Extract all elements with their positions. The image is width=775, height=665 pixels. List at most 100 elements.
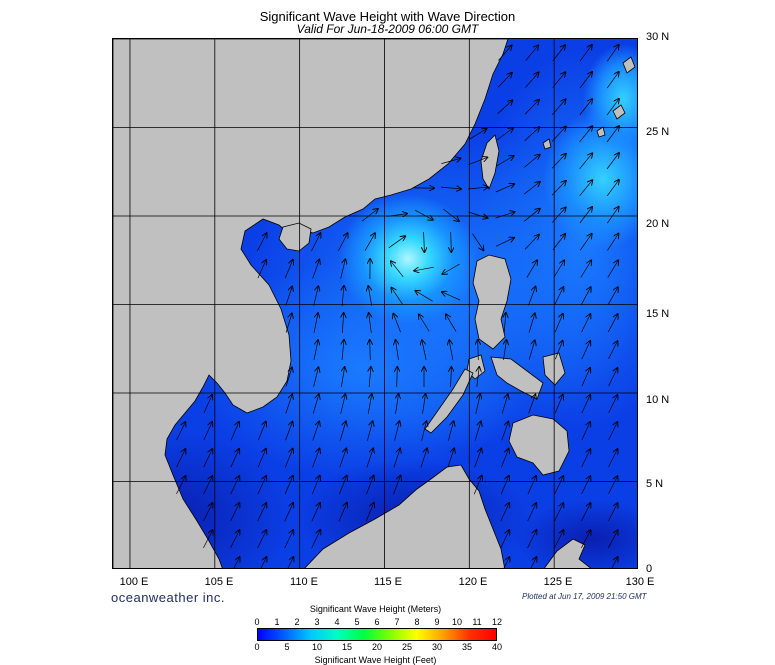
wave-direction-arrow: [448, 421, 453, 441]
wave-direction-arrow: [396, 340, 399, 360]
colorbar-meter-tick: 7: [394, 617, 400, 627]
wave-direction-arrow: [608, 368, 618, 387]
wave-direction-arrow: [579, 180, 593, 197]
wave-direction-arrow: [579, 72, 592, 89]
lon-label-115e: 115 E: [374, 576, 402, 588]
wave-direction-arrow: [415, 291, 433, 302]
wave-direction-arrow: [285, 313, 292, 333]
wave-direction-arrow: [504, 313, 506, 334]
wave-direction-arrow: [468, 211, 488, 218]
lat-lon-grid: [113, 39, 637, 568]
lat-label-10n: 10 N: [646, 394, 670, 406]
wave-direction-arrow: [257, 233, 266, 252]
wave-direction-arrow: [579, 126, 593, 143]
wave-direction-arrow: [285, 368, 292, 387]
wave-direction-arrow: [391, 261, 404, 278]
wave-direction-arrow: [579, 153, 593, 169]
wave-direction-arrow: [581, 530, 590, 549]
wave-direction-arrow: [441, 158, 460, 164]
landmass-visayas: [490, 356, 544, 400]
wave-direction-arrow: [361, 209, 378, 222]
wave-direction-arrow: [342, 286, 344, 307]
wave-direction-arrow: [497, 100, 513, 114]
landmass-ryukyu-4: [622, 56, 636, 74]
lon-label-105e: 105 E: [204, 576, 234, 588]
wave-direction-arrow: [495, 238, 514, 247]
wave-direction-arrow: [203, 395, 212, 414]
wave-direction-arrow: [393, 314, 401, 333]
wave-direction-arrow: [498, 46, 511, 61]
wave-direction-arrow: [551, 154, 566, 169]
map-subtitle: Valid For Jun-18-2009 06:00 GMT: [296, 22, 479, 36]
wave-direction-arrow: [581, 449, 591, 468]
wave-direction-arrow: [313, 340, 318, 360]
colorbar-meter-tick: 4: [334, 617, 340, 627]
lon-label-120e: 120 E: [458, 576, 488, 588]
wave-direction-arrow: [527, 476, 536, 495]
wave-direction-arrow: [203, 530, 212, 549]
wave-direction-arrow: [260, 557, 267, 568]
wave-direction-arrow: [608, 422, 618, 441]
wave-direction-arrow: [230, 449, 239, 468]
wave-direction-arrow: [530, 557, 537, 568]
wave-direction-arrow: [394, 421, 400, 441]
wave-direction-arrow: [474, 421, 481, 441]
colorbar-meter-tick: 8: [414, 617, 420, 627]
landmass-ryukyu-2: [596, 126, 606, 138]
wave-direction-arrow: [581, 341, 590, 360]
wave-direction-arrow: [449, 340, 454, 360]
wave-direction-arrow: [421, 421, 427, 441]
wave-height-map[interactable]: [112, 38, 638, 569]
wave-direction-arrow: [388, 236, 405, 249]
wave-direction-arrow: [554, 530, 564, 549]
wave-direction-arrow: [579, 45, 592, 62]
colorbar-meter-tick: 11: [472, 617, 482, 627]
wave-direction-arrow: [607, 207, 618, 224]
colorbar-meter-tick: 5: [354, 617, 360, 627]
colorbar-meter-tick: 6: [374, 617, 380, 627]
wave-direction-arrow: [554, 503, 564, 522]
wave-direction-arrow: [552, 208, 565, 223]
lon-label-125e: 125 E: [543, 576, 573, 588]
wave-direction-arrow: [369, 313, 372, 333]
wave-direction-arrow: [285, 287, 292, 306]
wave-direction-arrow: [285, 395, 292, 414]
wave-direction-arrow: [420, 449, 427, 468]
wave-direction-arrow: [579, 207, 592, 224]
wave-direction-arrow: [257, 476, 266, 495]
colorbar-feet-tick: 25: [401, 642, 412, 652]
wave-direction-arrow: [442, 208, 459, 221]
wave-direction-arrow: [495, 184, 514, 193]
colorbar-feet-tick: 30: [431, 642, 442, 652]
lon-label-130e: 130 E: [625, 576, 655, 588]
wave-direction-arrow: [367, 394, 372, 414]
wave-direction-arrow: [474, 449, 482, 468]
wave-direction-arrow: [554, 476, 564, 495]
wave-direction-arrow: [581, 476, 591, 495]
wave-direction-arrow: [423, 394, 426, 414]
wave-direction-arrow: [554, 395, 563, 414]
wave-direction-arrow: [552, 72, 566, 88]
wave-direction-arrow: [313, 313, 318, 333]
wave-direction-arrow: [284, 530, 294, 549]
colorbar-meter-tick: 0: [254, 617, 260, 627]
wave-direction-arrow: [311, 503, 320, 522]
wave-direction-arrow: [257, 422, 266, 441]
wave-direction-arrow: [368, 286, 371, 306]
wave-direction-arrow: [524, 235, 539, 250]
wave-direction-arrow: [468, 157, 488, 165]
colorbar-feet-tick: 35: [461, 642, 472, 652]
wave-direction-arrow: [311, 530, 321, 549]
wave-direction-arrow: [554, 287, 564, 306]
wave-direction-arrow: [369, 367, 371, 388]
wave-direction-arrow: [552, 234, 565, 251]
wave-direction-arrow: [339, 421, 346, 441]
wave-direction-arrow: [338, 233, 347, 252]
wave-direction-arrow: [312, 449, 320, 468]
wave-direction-arrow: [606, 99, 619, 116]
wave-direction-arrow: [366, 476, 373, 495]
wave-direction-arrow: [495, 212, 515, 219]
wave-direction-arrow: [580, 261, 591, 278]
wave-direction-arrow: [203, 422, 212, 441]
wave-direction-arrow: [524, 155, 539, 168]
